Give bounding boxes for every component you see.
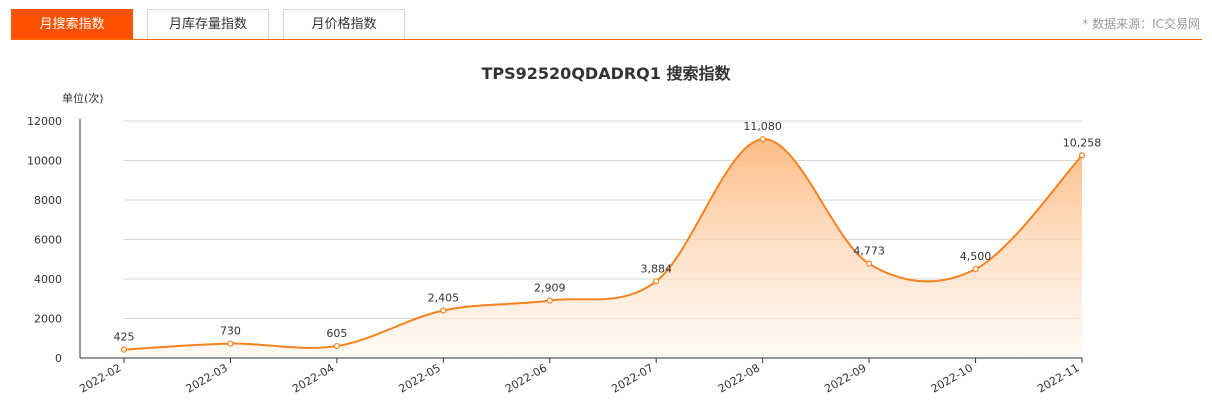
- data-label: 2,405: [428, 292, 460, 305]
- tab-monthly-inventory-index[interactable]: 月库存量指数: [147, 9, 269, 39]
- chart-title: TPS92520QDADRQ1 搜索指数: [481, 64, 731, 83]
- tab-underline: [11, 39, 1202, 40]
- data-point[interactable]: [333, 342, 340, 350]
- data-label: 4,773: [853, 245, 885, 258]
- data-point[interactable]: [972, 266, 979, 273]
- data-label: 730: [220, 325, 241, 338]
- data-label: 3,884: [640, 262, 672, 275]
- x-tick-label: 2022-03: [184, 361, 230, 395]
- x-tick-label: 2022-08: [716, 361, 762, 395]
- series-area: [124, 139, 1082, 358]
- tab-monthly-search-index[interactable]: 月搜索指数: [11, 9, 133, 40]
- y-axis: 0 2000 4000 6000 8000 10000 12000: [27, 115, 81, 365]
- data-point[interactable]: [546, 297, 553, 304]
- data-point[interactable]: [227, 340, 234, 347]
- tab-bar: 月搜索指数 月库存量指数 月价格指数 * 数据来源：IC交易网: [0, 0, 1212, 42]
- y-tick-label: 2000: [34, 313, 62, 326]
- y-tick-label: 4000: [34, 273, 62, 286]
- x-tick-label: 2022-06: [503, 361, 549, 395]
- data-label: 4,500: [960, 250, 992, 263]
- data-point[interactable]: [120, 346, 128, 353]
- data-source-note: * 数据来源：IC交易网: [1082, 17, 1200, 31]
- y-tick-label: 10000: [27, 155, 62, 168]
- y-axis-unit-label: 单位(次): [62, 92, 104, 105]
- y-tick-label: 8000: [34, 194, 62, 207]
- data-labels: 425 730 605 2,405 2,909 3,884 11,080 4,773 4,500…: [114, 120, 1102, 343]
- data-point[interactable]: [440, 307, 447, 314]
- x-tick-label: 2022-07: [609, 361, 655, 395]
- data-point[interactable]: [653, 278, 660, 285]
- data-point[interactable]: [1078, 152, 1086, 159]
- x-tick-label: 2022-09: [822, 361, 868, 395]
- data-point[interactable]: [866, 260, 873, 267]
- x-tick-label: 2022-10: [929, 361, 975, 395]
- data-label: 11,080: [743, 120, 782, 133]
- x-tick-label: 2022-05: [397, 361, 443, 395]
- x-tick-label: 2022-02: [77, 361, 123, 395]
- y-tick-label: 6000: [34, 234, 62, 247]
- data-label: 605: [326, 327, 347, 340]
- x-axis: 2022-02 2022-03 2022-04 2022-05 2022-06 2022-…: [77, 357, 1083, 396]
- data-label: 2,909: [534, 282, 566, 295]
- y-tick-label: 12000: [27, 115, 62, 128]
- x-tick-label: 2022-04: [290, 361, 336, 395]
- tab-monthly-price-index[interactable]: 月价格指数: [283, 9, 405, 39]
- data-point[interactable]: [759, 136, 766, 143]
- data-points: [120, 136, 1086, 353]
- x-tick-label: 2022-11: [1035, 361, 1081, 395]
- data-label: 425: [114, 331, 135, 344]
- data-label: 10,258: [1063, 136, 1102, 149]
- series-line: [123, 138, 1083, 351]
- y-tick-label: 0: [55, 352, 62, 365]
